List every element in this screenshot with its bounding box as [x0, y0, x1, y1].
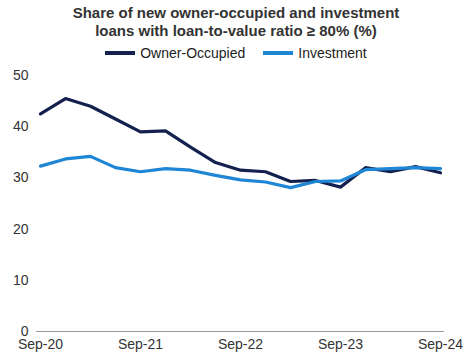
svg-text:40: 40 [13, 118, 29, 134]
html-text:Share of new owner-occupied an: Share of new owner-occupied and investme… [72, 4, 400, 39]
svg-text:Sep-22: Sep-22 [218, 336, 263, 352]
svg-text:0: 0 [20, 323, 29, 339]
svg-text:Sep-21: Sep-21 [118, 336, 163, 352]
svg-text:10: 10 [13, 272, 29, 288]
svg-text:Sep-20: Sep-20 [18, 336, 63, 352]
html-text:Owner-Occupied: Owner-Occupied [140, 45, 246, 61]
html-text:Investment: Investment [298, 45, 367, 61]
svg-text:50: 50 [13, 67, 29, 83]
svg-text:20: 20 [13, 221, 29, 237]
svg-text:Sep-24: Sep-24 [418, 336, 463, 352]
svg-text:Sep-23: Sep-23 [318, 336, 363, 352]
svg-text:30: 30 [13, 169, 29, 185]
